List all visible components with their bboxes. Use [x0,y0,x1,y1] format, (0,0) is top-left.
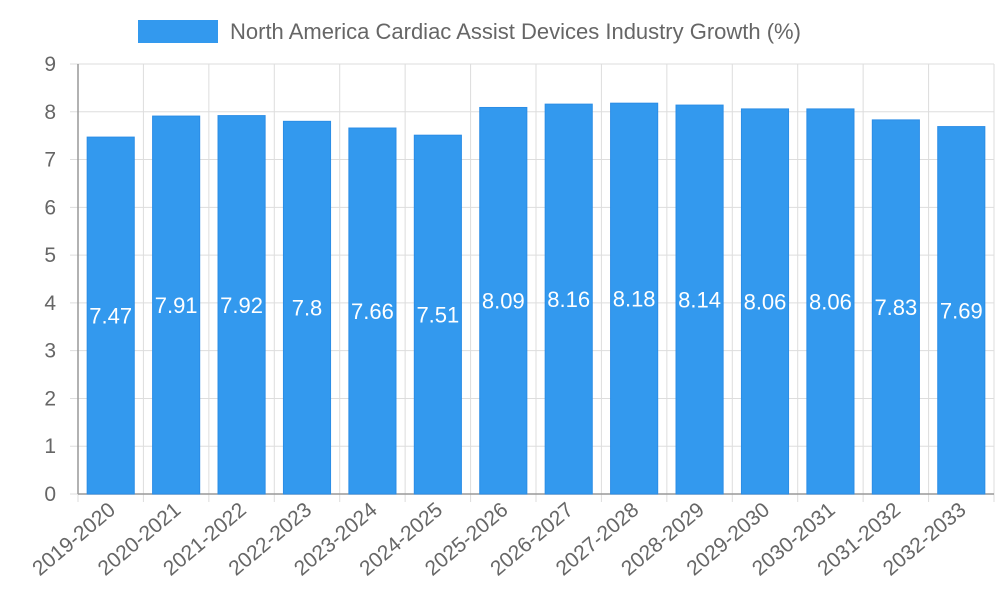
bar-2030-2031[interactable] [806,108,855,495]
bar-2026-2027[interactable] [544,103,593,495]
y-tick-label: 7 [44,149,56,172]
y-tick-label: 9 [44,53,56,76]
data-label: 8.09 [482,289,525,314]
data-label: 7.83 [874,295,917,320]
bar-2023-2024[interactable] [348,127,397,495]
bar-2025-2026[interactable] [479,106,528,495]
bar-2021-2022[interactable] [217,115,266,495]
y-tick-label: 6 [44,196,56,219]
data-label: 8.18 [613,287,656,312]
bar-2022-2023[interactable] [282,120,332,495]
grid-lines [70,63,995,502]
data-label: 8.06 [809,289,852,314]
data-label: 7.51 [416,303,459,328]
data-label: 7.47 [89,304,132,329]
legend-swatch [138,20,218,43]
y-tick-labels: 0 1 2 3 4 5 6 7 8 9 [44,53,56,506]
bar-2020-2021[interactable] [152,115,201,495]
legend-label: North America Cardiac Assist Devices Ind… [230,19,801,44]
bar-2029-2030[interactable] [740,108,790,495]
y-tick-label: 3 [44,340,56,363]
y-tick-label: 4 [44,292,56,315]
data-label: 8.14 [678,288,721,313]
bar-2028-2029[interactable] [675,104,724,495]
bar-2027-2028[interactable] [610,102,659,495]
y-tick-label: 2 [44,387,56,410]
legend[interactable]: North America Cardiac Assist Devices Ind… [138,19,801,44]
bar-2019-2020[interactable] [86,136,135,495]
x-tick-labels: 2019-20202020-20212021-20222022-20232023… [28,498,970,580]
bar-2031-2032[interactable] [871,119,920,495]
bar-2024-2025[interactable] [413,134,462,495]
y-tick-label: 8 [44,101,56,124]
y-tick-label: 0 [44,483,56,506]
bars [86,102,986,495]
data-label: 7.66 [351,299,394,324]
data-label: 7.8 [292,296,323,321]
y-tick-label: 1 [44,435,56,458]
data-label: 8.16 [547,287,590,312]
data-labels: 7.47 7.91 7.92 7.8 7.66 7.51 8.09 8.16 8.18 8.14 8… [89,287,982,329]
data-label: 7.92 [220,293,263,318]
data-label: 8.06 [744,289,787,314]
bar-2032-2033[interactable] [937,126,986,495]
data-label: 7.69 [940,298,983,323]
y-tick-label: 5 [44,244,56,267]
data-label: 7.91 [155,293,198,318]
